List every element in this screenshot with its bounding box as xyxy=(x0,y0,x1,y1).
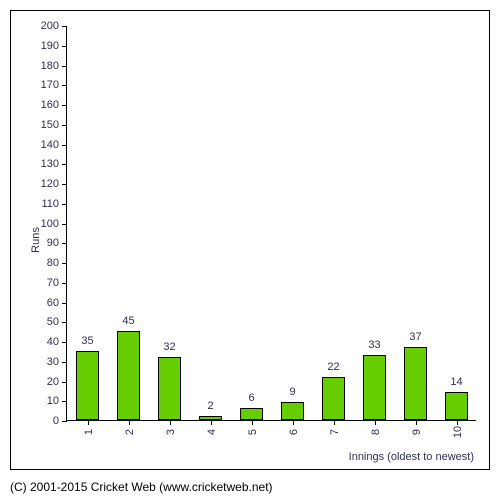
bar xyxy=(445,392,468,420)
x-tick xyxy=(170,420,171,425)
x-tick-label: 6 xyxy=(288,429,300,435)
y-tick-label: 180 xyxy=(41,60,67,72)
chart-container: 0102030405060708090100110120130140150160… xyxy=(10,10,490,470)
bar-value-label: 9 xyxy=(289,386,295,398)
y-tick-label: 130 xyxy=(41,158,67,170)
x-tick-label: 2 xyxy=(124,429,136,435)
bar xyxy=(158,357,181,420)
bar-value-label: 32 xyxy=(163,341,175,353)
y-tick-label: 80 xyxy=(47,257,67,269)
y-tick-label: 50 xyxy=(47,316,67,328)
x-tick-label: 1 xyxy=(83,429,95,435)
x-tick xyxy=(375,420,376,425)
y-tick-label: 20 xyxy=(47,376,67,388)
y-tick-label: 40 xyxy=(47,336,67,348)
x-tick-label: 4 xyxy=(206,429,218,435)
y-tick-label: 10 xyxy=(47,395,67,407)
x-tick xyxy=(129,420,130,425)
y-tick-label: 60 xyxy=(47,297,67,309)
y-tick-label: 190 xyxy=(41,40,67,52)
bar xyxy=(240,408,263,420)
copyright-text: (C) 2001-2015 Cricket Web (www.cricketwe… xyxy=(10,480,273,494)
plot-area: 0102030405060708090100110120130140150160… xyxy=(66,26,476,421)
y-axis-title: Runs xyxy=(30,227,42,253)
bar xyxy=(117,331,140,420)
bar-value-label: 6 xyxy=(248,392,254,404)
y-tick-label: 0 xyxy=(53,415,67,427)
bar xyxy=(363,355,386,420)
x-tick xyxy=(293,420,294,425)
y-tick-label: 170 xyxy=(41,79,67,91)
x-tick-label: 7 xyxy=(329,429,341,435)
bar-value-label: 22 xyxy=(327,361,339,373)
x-tick xyxy=(211,420,212,425)
bar xyxy=(281,402,304,420)
y-tick-label: 30 xyxy=(47,356,67,368)
y-tick-label: 120 xyxy=(41,178,67,190)
bar-value-label: 45 xyxy=(122,315,134,327)
x-tick xyxy=(334,420,335,425)
bar-value-label: 33 xyxy=(368,339,380,351)
x-tick-label: 5 xyxy=(247,429,259,435)
y-tick-label: 200 xyxy=(41,20,67,32)
x-tick-label: 3 xyxy=(165,429,177,435)
x-tick xyxy=(457,420,458,425)
bar xyxy=(322,377,345,420)
x-tick-label: 10 xyxy=(452,426,464,438)
y-tick-label: 70 xyxy=(47,277,67,289)
y-tick-label: 140 xyxy=(41,139,67,151)
x-tick xyxy=(252,420,253,425)
bar xyxy=(404,347,427,420)
bar-value-label: 37 xyxy=(409,331,421,343)
y-tick-label: 90 xyxy=(47,237,67,249)
x-tick xyxy=(88,420,89,425)
y-tick-label: 150 xyxy=(41,119,67,131)
bar-value-label: 14 xyxy=(450,376,462,388)
x-axis-title: Innings (oldest to newest) xyxy=(349,451,474,463)
bar xyxy=(76,351,99,420)
x-tick xyxy=(416,420,417,425)
bar-value-label: 2 xyxy=(207,400,213,412)
y-tick-label: 100 xyxy=(41,218,67,230)
x-tick-label: 9 xyxy=(411,429,423,435)
x-tick-label: 8 xyxy=(370,429,382,435)
y-tick-label: 110 xyxy=(41,198,67,210)
bar-value-label: 35 xyxy=(81,335,93,347)
y-tick-label: 160 xyxy=(41,99,67,111)
